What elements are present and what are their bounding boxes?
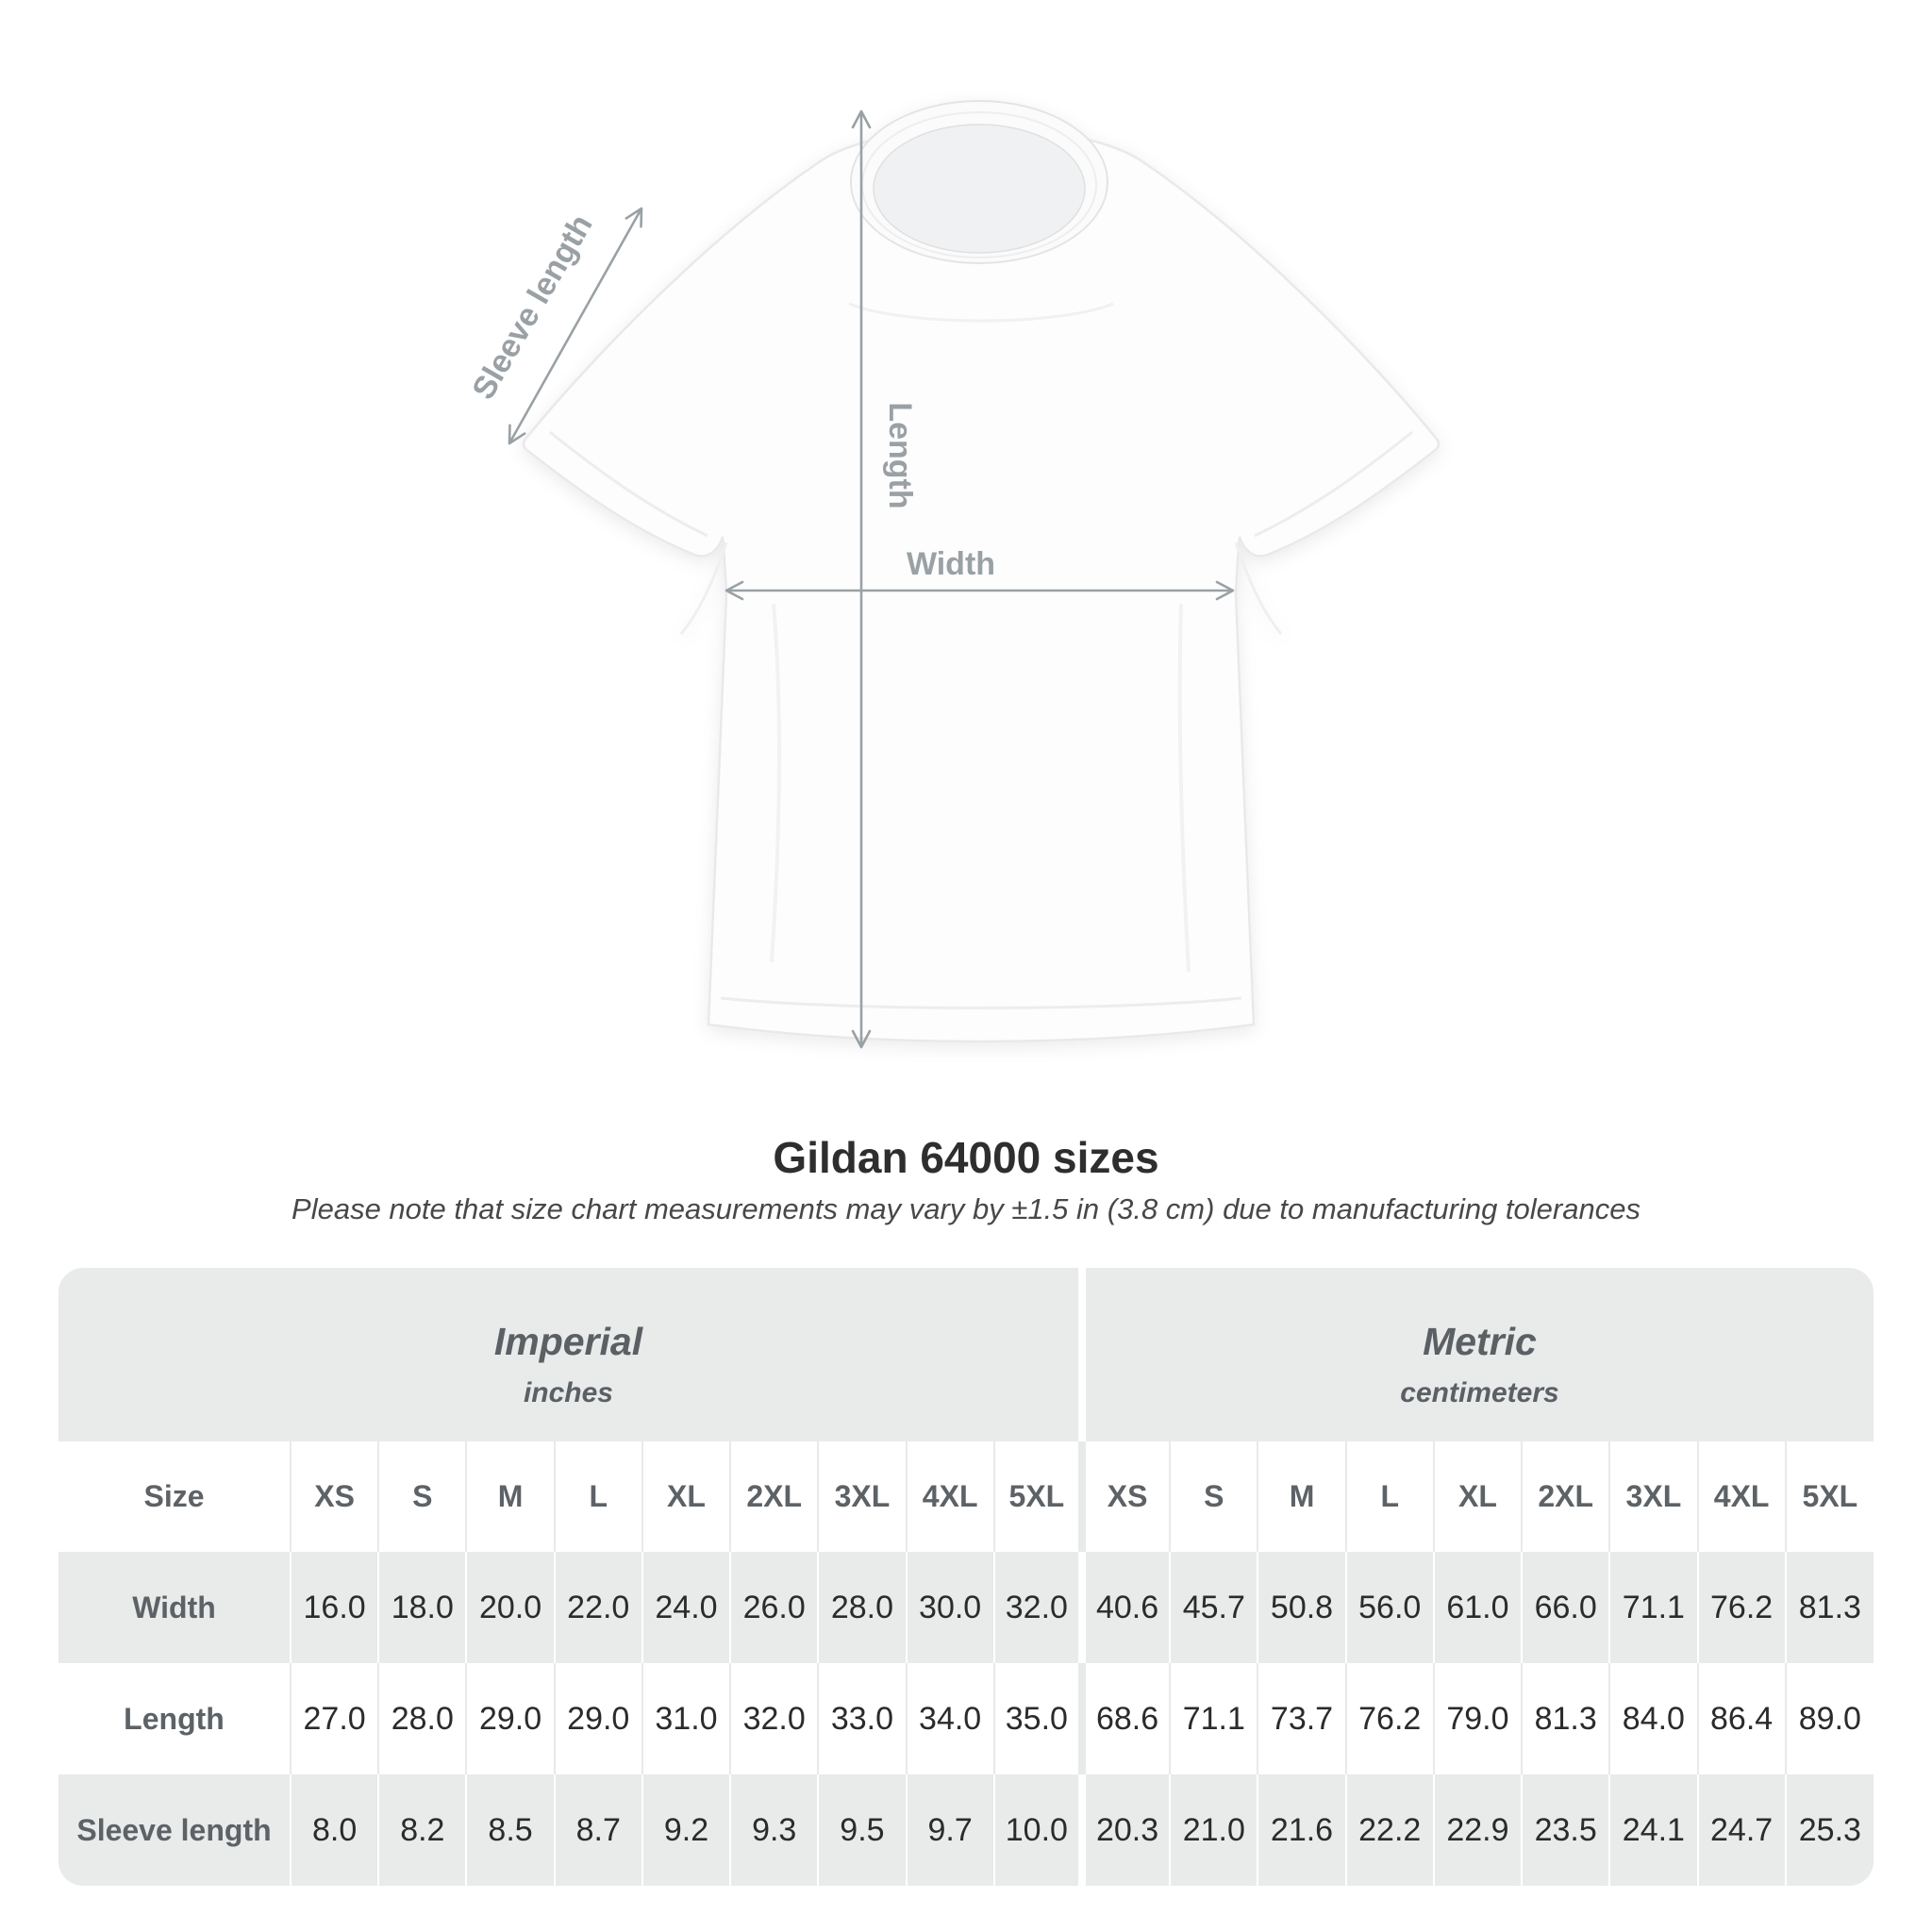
size-header-cell: M (465, 1441, 555, 1552)
size-header-cell: 3XL (817, 1441, 907, 1552)
size-header-cell: 4XL (905, 1441, 994, 1552)
value-cell: 34.0 (905, 1663, 994, 1774)
value-cell: 24.0 (641, 1552, 731, 1663)
row-label: Width (58, 1552, 291, 1663)
value-cell: 8.2 (377, 1774, 467, 1886)
size-header-cell: S (1169, 1441, 1258, 1552)
value-cell: 28.0 (817, 1552, 907, 1663)
value-cell: 22.2 (1344, 1774, 1434, 1886)
value-cell: 9.5 (817, 1774, 907, 1886)
imperial-section-header: Imperial inches (58, 1268, 1082, 1441)
value-cell: 27.0 (289, 1663, 379, 1774)
value-cell: 68.6 (1077, 1663, 1171, 1774)
value-cell: 71.1 (1169, 1663, 1258, 1774)
value-cell: 31.0 (641, 1663, 731, 1774)
page-subtitle: Please note that size chart measurements… (291, 1192, 1641, 1225)
value-cell: 40.6 (1077, 1552, 1171, 1663)
metric-section-header: Metric centimeters (1077, 1268, 1874, 1441)
value-cell: 22.9 (1432, 1774, 1523, 1886)
value-cell: 76.2 (1696, 1552, 1786, 1663)
value-cell: 81.3 (1784, 1552, 1874, 1663)
seam-lines (549, 302, 1413, 1009)
value-cell: 89.0 (1784, 1663, 1874, 1774)
size-header-row: Size XS S M L XL 2XL 3XL 4XL 5XL XS S M … (58, 1441, 1874, 1552)
imperial-section-title: Imperial (493, 1319, 643, 1363)
length-label: Length (882, 402, 918, 508)
value-cell: 71.1 (1608, 1552, 1698, 1663)
value-cell: 18.0 (377, 1552, 467, 1663)
value-cell: 28.0 (377, 1663, 467, 1774)
value-cell: 20.3 (1077, 1774, 1171, 1886)
tshirt-diagram: Sleeve length Length Width (465, 100, 1441, 1049)
measurement-row-sleeve-length: Sleeve length 8.0 8.2 8.5 8.7 9.2 9.3 9.… (58, 1774, 1874, 1886)
value-cell: 73.7 (1257, 1663, 1346, 1774)
size-header-cell: XL (1432, 1441, 1523, 1552)
value-cell: 32.0 (729, 1663, 819, 1774)
metric-section-title: Metric (1423, 1319, 1537, 1363)
size-header-cell: XS (1077, 1441, 1171, 1552)
value-cell: 21.0 (1169, 1774, 1258, 1886)
value-cell: 26.0 (729, 1552, 819, 1663)
value-cell: 9.3 (729, 1774, 819, 1886)
value-cell: 86.4 (1696, 1663, 1786, 1774)
size-chart: Imperial inches Metric centimeters Size … (58, 1268, 1874, 1886)
value-cell: 29.0 (553, 1663, 642, 1774)
value-cell: 33.0 (817, 1663, 907, 1774)
size-header-cell: M (1257, 1441, 1346, 1552)
value-cell: 9.2 (641, 1774, 731, 1886)
size-header-cell: 2XL (1521, 1441, 1610, 1552)
size-header-cell: L (1344, 1441, 1434, 1552)
value-cell: 24.1 (1608, 1774, 1698, 1886)
size-header-cell: 5XL (992, 1441, 1082, 1552)
value-cell: 61.0 (1432, 1552, 1523, 1663)
value-cell: 23.5 (1521, 1774, 1610, 1886)
size-header-cell: XS (289, 1441, 379, 1552)
size-header-cell: XL (641, 1441, 731, 1552)
value-cell: 81.3 (1521, 1663, 1610, 1774)
value-cell: 66.0 (1521, 1552, 1610, 1663)
value-cell: 10.0 (992, 1774, 1082, 1886)
value-cell: 24.7 (1696, 1774, 1786, 1886)
metric-section-unit: centimeters (1400, 1376, 1559, 1408)
value-cell: 20.0 (465, 1552, 555, 1663)
size-header-cell: S (377, 1441, 467, 1552)
value-cell: 9.7 (905, 1774, 994, 1886)
row-label: Sleeve length (58, 1774, 291, 1886)
measurement-annotations (508, 109, 1235, 1049)
collar-graphic (850, 100, 1108, 264)
size-header-cell: 4XL (1696, 1441, 1786, 1552)
width-label: Width (907, 546, 995, 582)
value-cell: 50.8 (1257, 1552, 1346, 1663)
value-cell: 76.2 (1344, 1663, 1434, 1774)
value-cell: 45.7 (1169, 1552, 1258, 1663)
value-cell: 21.6 (1257, 1774, 1346, 1886)
measurement-row-length: Length 27.0 28.0 29.0 29.0 31.0 32.0 33.… (58, 1663, 1874, 1774)
value-cell: 32.0 (992, 1552, 1082, 1663)
page-title: Gildan 64000 sizes (773, 1133, 1159, 1182)
value-cell: 56.0 (1344, 1552, 1434, 1663)
size-header-cell: 3XL (1608, 1441, 1698, 1552)
value-cell: 35.0 (992, 1663, 1082, 1774)
value-cell: 22.0 (553, 1552, 642, 1663)
sleeve-length-arrow (508, 207, 643, 445)
size-header-cell: 2XL (729, 1441, 819, 1552)
value-cell: 16.0 (289, 1552, 379, 1663)
value-cell: 84.0 (1608, 1663, 1698, 1774)
measurement-row-width: Width 16.0 18.0 20.0 22.0 24.0 26.0 28.0… (58, 1552, 1874, 1663)
size-column-header: Size (143, 1479, 205, 1513)
row-label: Length (124, 1701, 225, 1736)
size-header-cell: 5XL (1784, 1441, 1874, 1552)
imperial-section-unit: inches (523, 1376, 613, 1408)
value-cell: 30.0 (905, 1552, 994, 1663)
size-header-cell: L (553, 1441, 642, 1552)
size-chart-table: Imperial inches Metric centimeters Size … (58, 1268, 1874, 1886)
value-cell: 29.0 (465, 1663, 555, 1774)
value-cell: 25.3 (1784, 1774, 1874, 1886)
unit-header-row: Imperial inches Metric centimeters (58, 1268, 1874, 1441)
value-cell: 8.5 (465, 1774, 555, 1886)
value-cell: 8.0 (289, 1774, 379, 1886)
value-cell: 8.7 (553, 1774, 642, 1886)
value-cell: 79.0 (1432, 1663, 1523, 1774)
